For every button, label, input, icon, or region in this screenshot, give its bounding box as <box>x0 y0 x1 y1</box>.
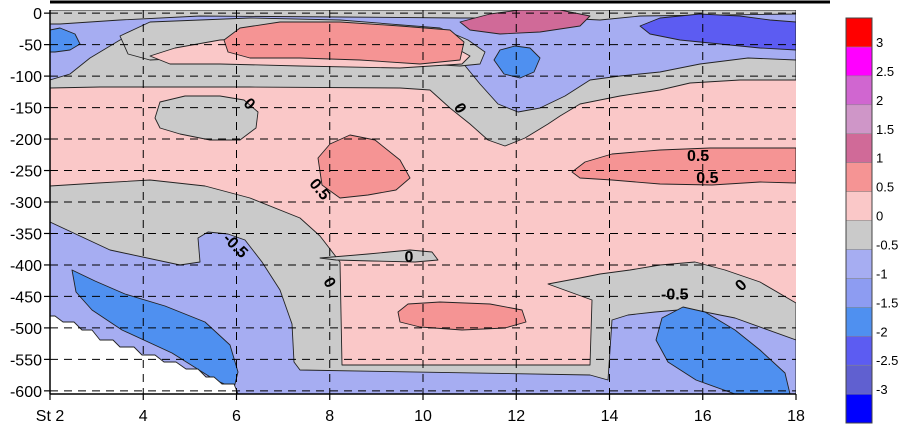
colorbar-label: -2 <box>876 324 888 339</box>
y-tick-label: -550 <box>10 352 42 369</box>
colorbar-swatch <box>845 393 873 424</box>
region-deep-blue-right <box>655 306 791 394</box>
colorbar-swatch <box>845 162 873 192</box>
colorbar-label: -2.5 <box>876 353 898 368</box>
x-tick-label: 16 <box>694 408 712 425</box>
colorbar-label: -1.5 <box>876 295 898 310</box>
colorbar-frame <box>845 17 873 424</box>
colorbar-swatch <box>845 249 873 279</box>
region-surface-left-blue <box>50 27 81 53</box>
y-tick-label: -50 <box>19 38 42 55</box>
y-tick-label: -450 <box>10 289 42 306</box>
y-tick-label: 0 <box>33 6 42 23</box>
y-tick-label: -350 <box>10 226 42 243</box>
colorbar-swatch <box>845 191 873 221</box>
x-tick-label: 4 <box>139 408 148 425</box>
colorbar-swatch <box>845 133 873 163</box>
colorbar-swatch <box>845 17 873 48</box>
colorbar-swatch <box>845 307 873 337</box>
y-tick-label: -150 <box>10 101 42 118</box>
colorbar-label: -1 <box>876 266 888 281</box>
x-tick-label: 6 <box>232 408 241 425</box>
x-tick-label: 10 <box>414 408 432 425</box>
colorbar-label: -3 <box>876 382 888 397</box>
contour-label: 0 <box>405 249 414 266</box>
y-tick-label: -400 <box>10 258 42 275</box>
contour-label: 0.5 <box>696 170 718 187</box>
x-tick-label: 8 <box>325 408 334 425</box>
region-pink-right <box>571 147 796 186</box>
colorbar-label: 2.5 <box>876 64 894 79</box>
grid-lines <box>50 10 796 394</box>
colorbar-swatch <box>845 220 873 250</box>
region-surface-high <box>459 10 591 35</box>
colorbar-swatch <box>845 278 873 308</box>
y-tick-label: -100 <box>10 69 42 86</box>
colorbar-label: 1.5 <box>876 122 894 137</box>
region-surface-blue <box>50 10 796 113</box>
region-gray-island-400 <box>319 249 439 263</box>
colorbar-label: 0 <box>876 209 883 224</box>
y-tick-label: -300 <box>10 195 42 212</box>
x-tick-label: 12 <box>507 408 525 425</box>
colorbar-swatch <box>845 75 873 106</box>
colorbar-swatch <box>845 46 873 77</box>
colorbar-label: 1 <box>876 151 883 166</box>
colorbar-label: -0.5 <box>876 238 898 253</box>
contour-label: -0.5 <box>661 287 689 304</box>
colorbar-label: 2 <box>876 93 883 108</box>
x-tick-label: St 2 <box>36 408 65 425</box>
contour-label: 0.5 <box>687 148 709 165</box>
y-axis: 0 -50 -100 -150 -200 -250 -300 -350 -400 -450 -500… <box>10 6 50 401</box>
colorbar-swatch <box>845 335 873 366</box>
y-tick-label: -500 <box>10 321 42 338</box>
colorbar-label: 3 <box>876 35 883 50</box>
colorbar-swatch <box>845 104 873 134</box>
y-tick-label: -200 <box>10 132 42 149</box>
region-surface-blue-spot <box>493 45 541 79</box>
colorbar: 3 2.5 2 1.5 1 0.5 0 -0.5 -1 -1.5 -2 -2.5 -3 <box>845 17 898 424</box>
x-tick-label: 14 <box>601 408 619 425</box>
region-gray-island-150 <box>154 95 259 141</box>
region-surface-dark-right <box>639 13 796 51</box>
x-axis: St 2 4 6 8 10 12 14 16 18 <box>36 394 805 425</box>
region-surface-pink-mid <box>223 21 465 65</box>
x-tick-label: 18 <box>787 408 805 425</box>
colorbar-swatch <box>845 364 873 395</box>
y-tick-label: -250 <box>10 164 42 181</box>
colorbar-label: 0.5 <box>876 180 894 195</box>
y-tick-label: -600 <box>10 384 42 401</box>
region-pink-mid <box>317 134 411 199</box>
region-blank-lowerleft <box>50 315 239 394</box>
region-pink-deep <box>397 301 527 331</box>
